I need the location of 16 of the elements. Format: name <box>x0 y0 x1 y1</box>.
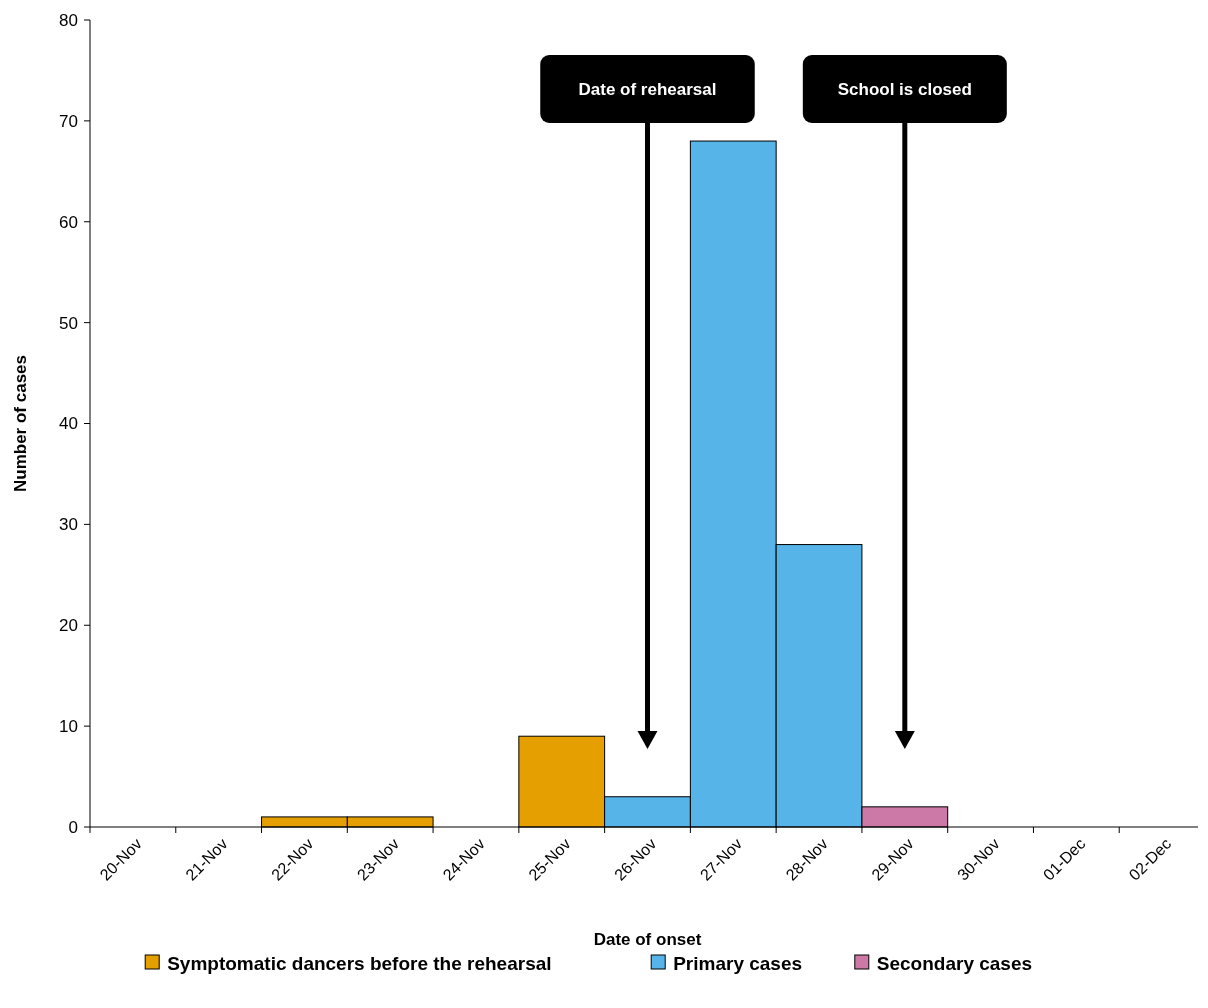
y-tick-label: 40 <box>59 414 78 434</box>
y-tick-label: 10 <box>59 717 78 737</box>
ref-line-label: Date of rehearsal <box>578 79 717 99</box>
y-tick-label: 50 <box>59 313 78 333</box>
y-tick-label: 60 <box>59 212 78 232</box>
y-tick-label: 20 <box>59 616 78 636</box>
y-tick-label: 70 <box>59 111 78 131</box>
legend-label: Symptomatic dancers before the rehearsal <box>167 952 552 974</box>
ref-line-label: School is closed <box>837 79 972 99</box>
y-axis-title: Number of cases <box>11 355 30 492</box>
x-axis-title: Date of onset <box>593 930 702 949</box>
y-tick-label: 80 <box>59 10 78 30</box>
legend-label: Secondary cases <box>876 952 1033 974</box>
legend-label: Primary cases <box>673 952 803 974</box>
y-tick-label: 0 <box>68 817 78 837</box>
y-tick-label: 30 <box>59 515 78 535</box>
